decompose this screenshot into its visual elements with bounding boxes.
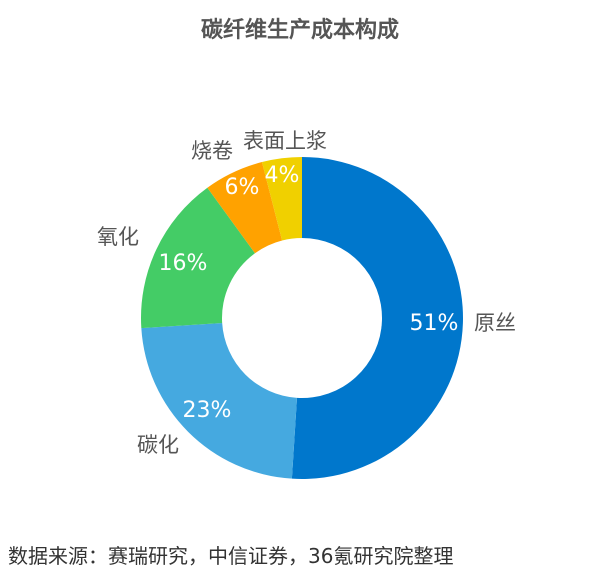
- category-label-0: 原丝: [474, 311, 516, 335]
- data-label-0: 51%: [410, 311, 459, 336]
- slice-3: [207, 162, 283, 254]
- data-label-2: 16%: [159, 251, 208, 276]
- slice-4: [261, 157, 302, 241]
- slice-0: [291, 157, 463, 479]
- chart-title: 碳纤维生产成本构成: [200, 18, 399, 43]
- source-note: 数据来源：赛瑞研究，中信证券，36氪研究院整理: [8, 544, 454, 568]
- slice-1: [141, 323, 297, 479]
- category-label-3: 烧卷: [191, 139, 233, 163]
- slice-2: [141, 187, 255, 329]
- data-label-4: 4%: [265, 163, 300, 188]
- data-label-3: 6%: [225, 175, 260, 200]
- category-label-4: 表面上浆: [243, 129, 327, 153]
- data-label-1: 23%: [183, 398, 232, 423]
- category-label-2: 氧化: [97, 225, 139, 249]
- category-label-1: 碳化: [137, 433, 179, 457]
